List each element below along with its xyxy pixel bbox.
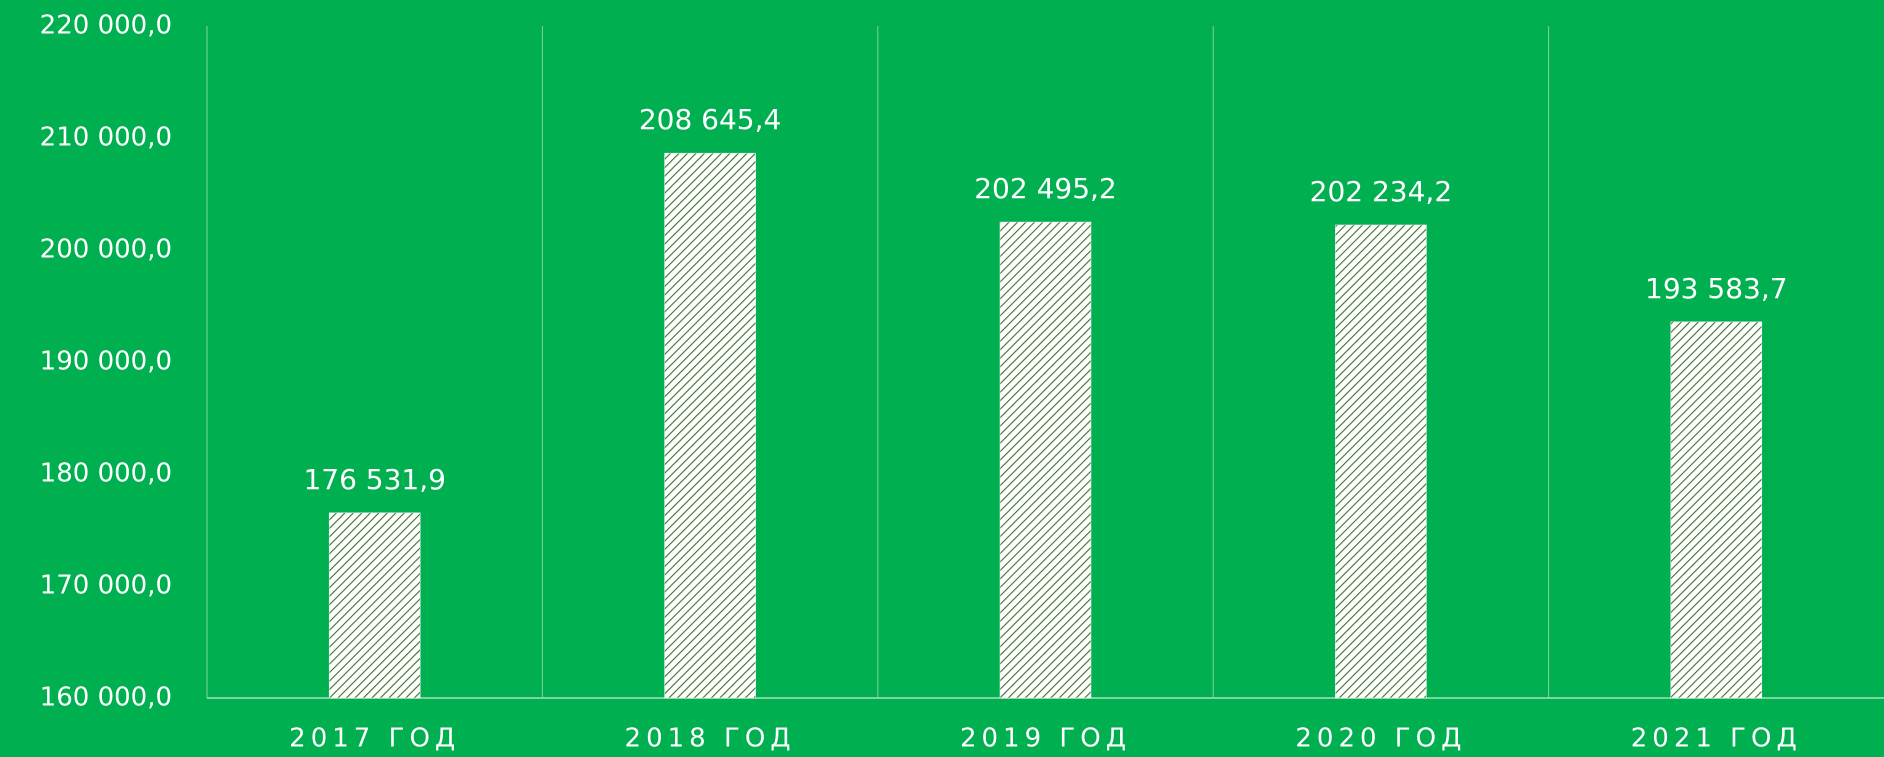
y-tick-label: 180 000,0 bbox=[40, 459, 172, 489]
y-tick-label: 160 000,0 bbox=[40, 683, 172, 713]
bar bbox=[664, 152, 756, 699]
x-tick-label: 2018 ГОД bbox=[625, 724, 796, 754]
x-tick-label: 2021 ГОД bbox=[1631, 724, 1802, 754]
bar bbox=[999, 221, 1092, 699]
data-label: 193 583,7 bbox=[1645, 272, 1788, 305]
bar bbox=[1335, 224, 1427, 699]
y-tick-label: 170 000,0 bbox=[40, 571, 172, 601]
bar bbox=[1670, 321, 1763, 699]
y-tick-label: 210 000,0 bbox=[40, 123, 172, 153]
x-tick-label: 2019 ГОД bbox=[960, 724, 1131, 754]
x-tick-label: 2017 ГОД bbox=[289, 724, 460, 754]
y-tick-label: 190 000,0 bbox=[40, 347, 172, 377]
data-label: 202 234,2 bbox=[1310, 175, 1453, 208]
data-label: 208 645,4 bbox=[639, 103, 782, 136]
data-label: 176 531,9 bbox=[303, 463, 446, 496]
y-tick-label: 220 000,0 bbox=[40, 11, 172, 41]
data-label: 202 495,2 bbox=[974, 172, 1117, 205]
x-tick-label: 2020 ГОД bbox=[1295, 724, 1466, 754]
bar bbox=[328, 512, 421, 699]
y-tick-label: 200 000,0 bbox=[40, 235, 172, 265]
